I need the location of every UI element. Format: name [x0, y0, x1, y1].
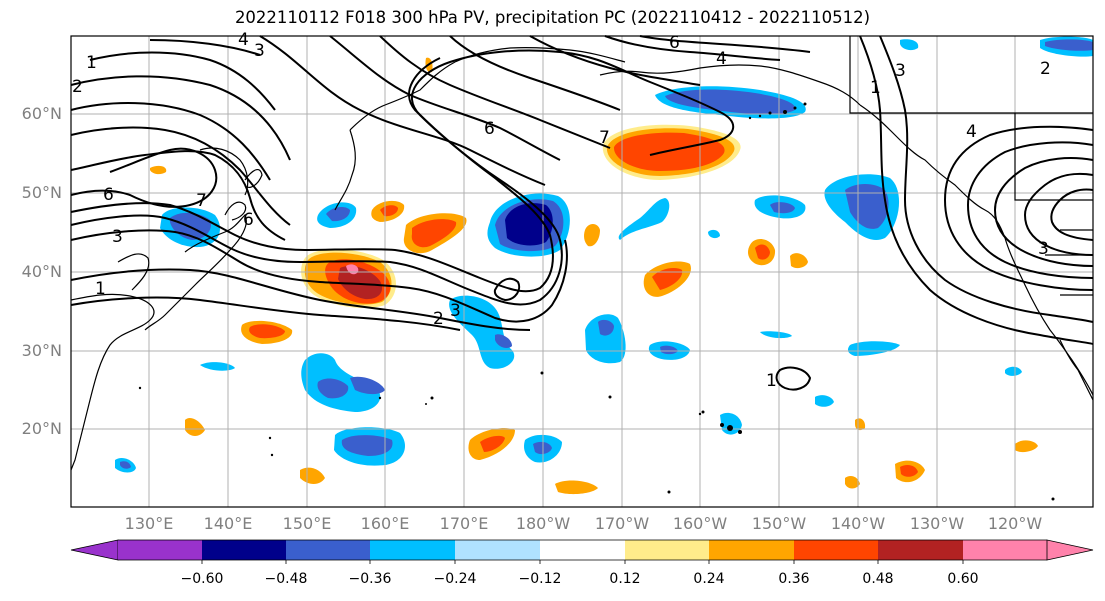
- lat-label-60n: 60°N: [21, 104, 62, 123]
- contour-label: 6: [669, 33, 680, 53]
- contour-label: 2: [433, 309, 444, 329]
- lon-label-170w: 170°W: [594, 514, 650, 533]
- contour-label: 1: [86, 53, 97, 73]
- contour-label: 2: [72, 77, 83, 97]
- contour-label: 4: [966, 122, 977, 142]
- colorbar-tick: 0.60: [947, 571, 979, 587]
- contour-label: 6: [103, 185, 114, 205]
- lat-label-50n: 50°N: [21, 183, 62, 202]
- contour-label: 3: [1038, 239, 1049, 259]
- coastlines: [70, 36, 1094, 471]
- contour-label: 4: [716, 49, 727, 69]
- contour-label: 2: [1040, 59, 1051, 79]
- islands: [138, 102, 1055, 501]
- map-panel: 1 2 3 4 6 7 6 3 1 2 3 1 6 4 7 6 4 3 1 2 …: [70, 30, 1094, 508]
- map-title: 2022110112 F018 300 hPa PV, precipitatio…: [234, 8, 871, 27]
- lon-label-180w: 180°W: [515, 514, 571, 533]
- colorbar-tick: 0.24: [693, 571, 725, 587]
- lon-label-150e: 150°E: [282, 514, 332, 533]
- colorbar-tick: −0.36: [348, 571, 392, 587]
- contour-label: 3: [112, 227, 123, 247]
- lon-label-160e: 160°E: [360, 514, 410, 533]
- colorbar: [70, 539, 1094, 564]
- lon-label-150w: 150°W: [751, 514, 807, 533]
- colorbar-tick: 0.48: [862, 571, 894, 587]
- precip-anomaly-fill: [115, 36, 1093, 495]
- colorbar-tick: −0.12: [518, 571, 562, 587]
- lat-label-20n: 20°N: [21, 419, 62, 438]
- colorbar-tick: −0.48: [264, 571, 308, 587]
- lon-label-160w: 160°W: [672, 514, 728, 533]
- lon-label-130w: 130°W: [909, 514, 965, 533]
- pv-contours: [70, 35, 1094, 391]
- contour-label: 1: [95, 279, 106, 299]
- colorbar-tick: 0.12: [609, 571, 641, 587]
- lon-label-170e: 170°E: [439, 514, 489, 533]
- contour-label: 3: [254, 41, 265, 61]
- contour-label: 7: [196, 191, 207, 211]
- lon-label-120w: 120°W: [987, 514, 1043, 533]
- lon-label-130e: 130°E: [124, 514, 174, 533]
- contour-label: 6: [484, 119, 495, 139]
- lat-lon-grid: [71, 36, 1093, 507]
- contour-label: 4: [238, 30, 249, 50]
- contour-labels: 1 2 3 4 6 7 6 3 1 2 3 1 6 4 7 6 4 3 1 2 …: [72, 30, 1051, 391]
- lon-label-140e: 140°E: [203, 514, 253, 533]
- map-border: [70, 35, 1094, 508]
- contour-label: 6: [243, 210, 254, 230]
- contour-label: 3: [450, 301, 461, 321]
- colorbar-tick: 0.36: [778, 571, 810, 587]
- contour-label: 3: [895, 61, 906, 81]
- contour-label: 1: [766, 371, 777, 391]
- contour-label: 1: [870, 78, 881, 98]
- lat-label-40n: 40°N: [21, 262, 62, 281]
- contour-label: 7: [599, 128, 610, 148]
- lat-label-30n: 30°N: [21, 341, 62, 360]
- colorbar-tick: −0.24: [433, 571, 477, 587]
- colorbar-tick: −0.60: [180, 571, 224, 587]
- lon-label-140w: 140°W: [830, 514, 886, 533]
